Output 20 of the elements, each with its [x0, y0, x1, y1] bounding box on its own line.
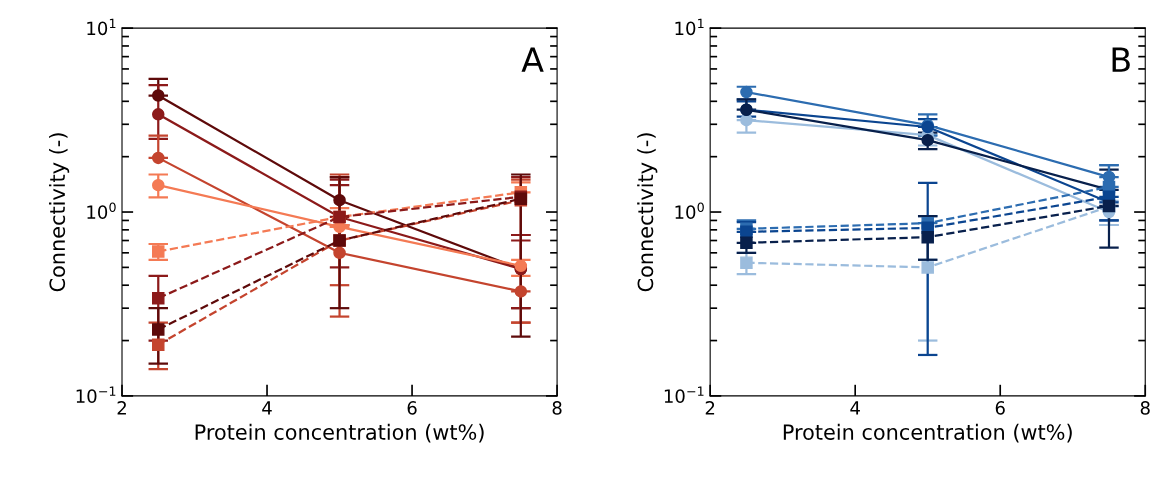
annotation: A: [521, 47, 544, 72]
x-tick-label: 6: [995, 401, 1005, 415]
y-axis-title: Connectivity (-): [637, 133, 658, 292]
x-tick-label: 2: [705, 401, 715, 415]
y-tick-label: 10$^{−1}$: [76, 386, 116, 403]
x-axis-title: Protein concentration (wt%): [783, 423, 1072, 443]
x-axis-title: Protein concentration (wt%): [195, 423, 484, 443]
y-tick-label: 10$^{0}$: [675, 202, 704, 219]
y-tick-label: 10$^{1}$: [87, 18, 116, 36]
y-tick-label: 10$^{−1}$: [664, 386, 704, 403]
x-tick-label: 4: [262, 401, 272, 415]
x-tick-label: 4: [850, 401, 860, 415]
x-tick-label: 6: [407, 401, 417, 415]
annotation: B: [1112, 47, 1130, 72]
x-tick-label: 8: [552, 401, 562, 415]
y-axis-title: Connectivity (-): [49, 133, 70, 292]
y-tick-label: 10$^{1}$: [675, 18, 704, 36]
y-tick-label: 10$^{0}$: [87, 202, 116, 219]
x-tick-label: 8: [1140, 401, 1150, 415]
x-tick-label: 2: [117, 401, 126, 415]
